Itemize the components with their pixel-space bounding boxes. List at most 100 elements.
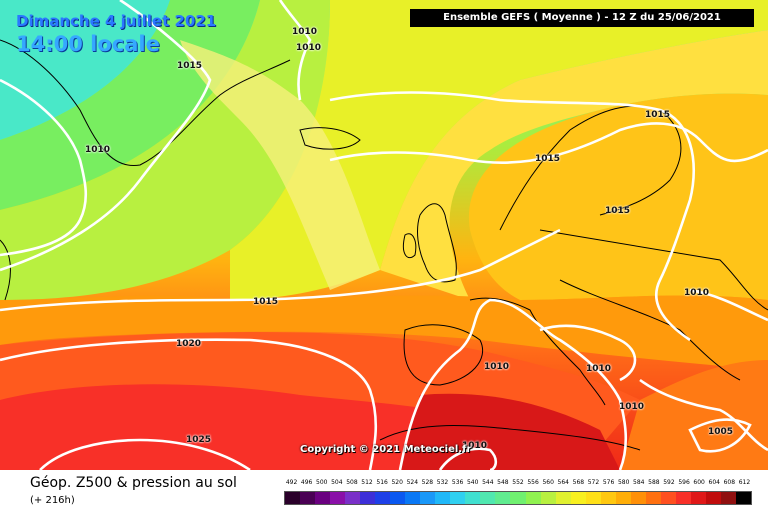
isobar-label: 1015 bbox=[253, 297, 279, 307]
scale-swatch bbox=[420, 492, 436, 504]
scale-swatch bbox=[690, 492, 706, 504]
isobar-1005 bbox=[688, 418, 752, 453]
lead-time: (+ 216h) bbox=[30, 495, 75, 506]
scale-swatch bbox=[555, 492, 571, 504]
scale-value: 588 bbox=[648, 479, 660, 486]
band-orange-light bbox=[468, 93, 768, 300]
scale-swatch bbox=[570, 492, 586, 504]
scale-swatch bbox=[315, 492, 331, 504]
scale-value: 544 bbox=[482, 479, 494, 486]
scale-swatch bbox=[495, 492, 511, 504]
isobar-label: 1010 bbox=[85, 145, 111, 155]
scale-value: 552 bbox=[512, 479, 524, 486]
band-pale-yellow bbox=[180, 40, 380, 290]
scale-swatch bbox=[675, 492, 691, 504]
scale-swatch bbox=[390, 492, 406, 504]
forecast-map: Dimanche 4 juillet 2021 14:00 locale Ens… bbox=[0, 0, 768, 470]
scale-swatch bbox=[450, 492, 466, 504]
coastlines bbox=[0, 39, 768, 451]
scale-value: 572 bbox=[587, 479, 600, 486]
isobar-1010-africa bbox=[438, 447, 498, 470]
scale-swatch bbox=[720, 492, 736, 504]
canada-coast bbox=[0, 239, 11, 301]
isobar-1020 bbox=[0, 338, 378, 470]
color-scale-values: 492 496 500 504 508 512 516 520 524 528 532 536 540 5… bbox=[284, 479, 752, 489]
scale-swatch bbox=[735, 492, 751, 504]
isobar-1015-west bbox=[0, 0, 212, 272]
scale-value: 504 bbox=[331, 479, 343, 486]
scale-swatch bbox=[510, 492, 526, 504]
scale-swatch bbox=[600, 492, 616, 504]
scale-swatch bbox=[375, 492, 391, 504]
isobar-1010-west bbox=[0, 78, 88, 257]
isobar-1015-south bbox=[398, 298, 628, 470]
scale-value: 596 bbox=[678, 479, 690, 486]
scale-swatch bbox=[615, 492, 631, 504]
greenland-coast bbox=[0, 39, 291, 166]
scale-value: 612 bbox=[738, 479, 751, 486]
scale-value: 496 bbox=[300, 479, 313, 486]
band-gold bbox=[380, 30, 768, 300]
ireland-coast bbox=[402, 233, 417, 259]
scale-value: 520 bbox=[391, 479, 403, 486]
scale-value: 584 bbox=[633, 479, 645, 486]
scale-swatch bbox=[465, 492, 481, 504]
forecast-local-time: 14:00 locale bbox=[16, 32, 160, 56]
isobar-label: 1015 bbox=[177, 61, 203, 71]
scale-swatch bbox=[585, 492, 601, 504]
band-cyan bbox=[0, 0, 170, 140]
isobar-label: 1015 bbox=[535, 154, 561, 164]
run-info-box: Ensemble GEFS ( Moyenne ) - 12 Z du 25/0… bbox=[410, 9, 754, 27]
europe-coast bbox=[469, 297, 606, 406]
isobar-1015-scandinavia bbox=[329, 122, 768, 164]
iberia-coast bbox=[403, 324, 484, 386]
band-orange bbox=[0, 295, 768, 370]
isobar-label: 1025 bbox=[186, 435, 212, 445]
scale-value: 564 bbox=[557, 479, 569, 486]
isobar-label: 1010 bbox=[484, 362, 510, 372]
isobar-label: 1010 bbox=[619, 402, 645, 412]
scale-swatch bbox=[345, 492, 361, 504]
scale-swatch bbox=[285, 492, 301, 504]
scale-value: 580 bbox=[617, 479, 630, 486]
scale-swatch bbox=[405, 492, 421, 504]
scale-swatch bbox=[435, 492, 451, 504]
isobar-1015-atlantic bbox=[0, 228, 561, 312]
band-dark-red bbox=[400, 393, 620, 470]
isobars bbox=[0, 0, 768, 470]
scale-value: 500 bbox=[316, 479, 328, 486]
iceland-coast bbox=[299, 127, 361, 150]
isobar-label: 1010 bbox=[586, 364, 612, 374]
isobar-label: 1005 bbox=[708, 427, 734, 437]
scale-swatch bbox=[360, 492, 376, 504]
isobar-label: 1010 bbox=[462, 441, 488, 451]
scale-value: 604 bbox=[708, 479, 720, 486]
scale-swatch bbox=[540, 492, 556, 504]
isobar-label: 1015 bbox=[645, 110, 671, 120]
scale-value: 536 bbox=[451, 479, 464, 486]
scale-swatch bbox=[645, 492, 661, 504]
field-title: Géop. Z500 & pression au sol bbox=[30, 475, 237, 491]
scale-value: 528 bbox=[421, 479, 434, 486]
isobar-1010-north bbox=[278, 0, 312, 101]
isobar-1010-east bbox=[689, 288, 768, 322]
band-yellow bbox=[230, 0, 768, 300]
scale-value: 492 bbox=[285, 479, 298, 486]
isobar-1010-turkey bbox=[639, 378, 768, 452]
britain-coast bbox=[417, 203, 457, 283]
scale-value: 532 bbox=[436, 479, 449, 486]
scale-value: 512 bbox=[361, 479, 373, 486]
scale-value: 592 bbox=[663, 479, 675, 486]
forecast-date: Dimanche 4 juillet 2021 bbox=[16, 12, 217, 30]
isobar-1010-italy bbox=[539, 324, 637, 382]
africa-coast bbox=[379, 425, 641, 451]
scale-value: 508 bbox=[346, 479, 358, 486]
scale-value: 576 bbox=[602, 479, 615, 486]
isobar-label: 1020 bbox=[176, 339, 202, 349]
color-scale-bar bbox=[284, 491, 752, 505]
scale-swatch bbox=[705, 492, 721, 504]
scale-value: 556 bbox=[527, 479, 539, 486]
scale-swatch bbox=[525, 492, 541, 504]
scale-value: 548 bbox=[497, 479, 509, 486]
isobar-label: 1010 bbox=[292, 27, 318, 37]
